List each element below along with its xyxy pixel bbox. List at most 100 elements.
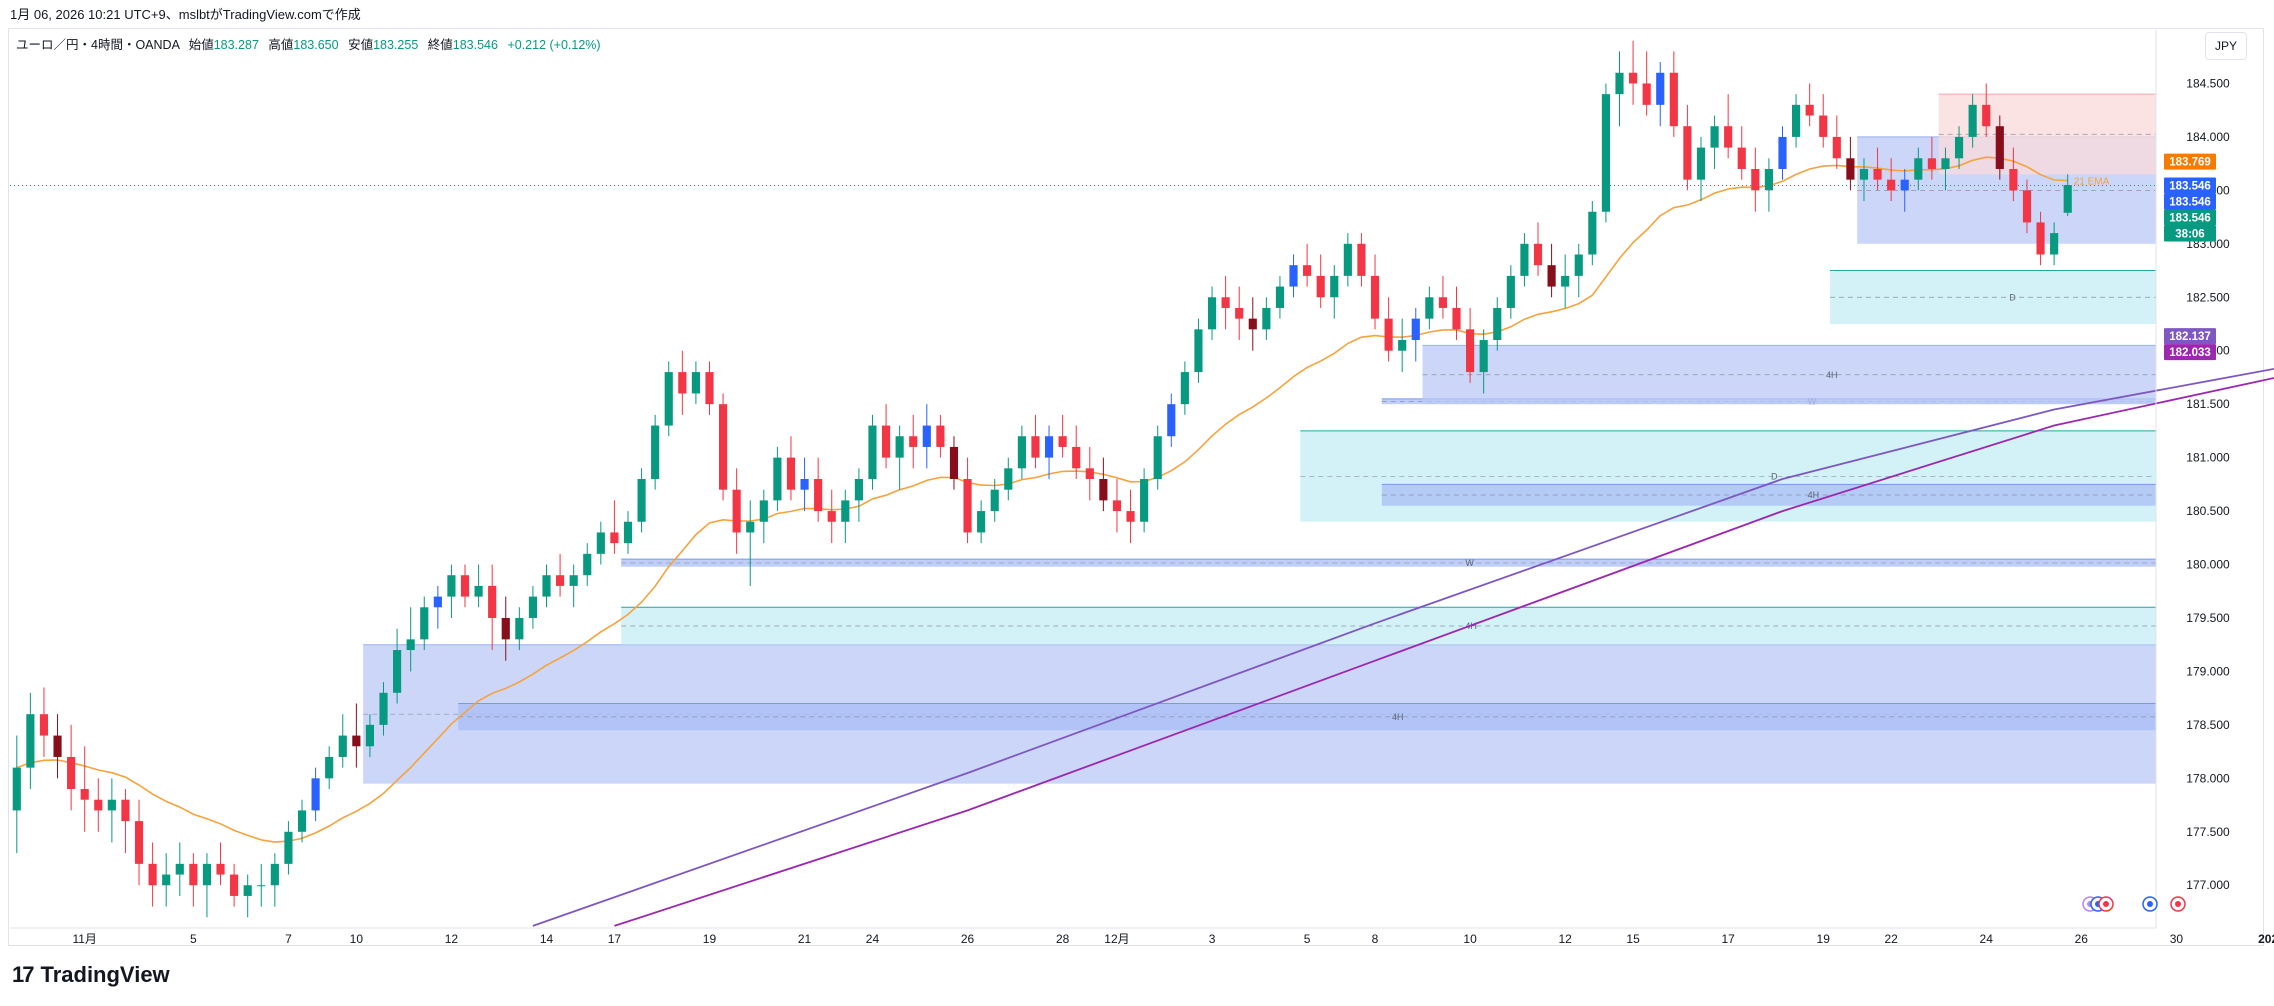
candle-body bbox=[1778, 136, 1787, 169]
price-tag bbox=[2164, 328, 2216, 345]
candle-body bbox=[379, 692, 388, 725]
candle-body bbox=[610, 532, 619, 544]
candle-body bbox=[664, 372, 673, 426]
candle-body bbox=[1601, 94, 1610, 212]
price-tag-label: 182.033 bbox=[2169, 347, 2211, 359]
candle-body bbox=[230, 874, 239, 896]
candle-body bbox=[1303, 265, 1312, 276]
candle-body bbox=[1954, 136, 1964, 159]
candle-body bbox=[949, 446, 959, 479]
price-tag bbox=[2164, 225, 2216, 242]
candle-body bbox=[1927, 158, 1936, 169]
candle-body bbox=[1982, 104, 1991, 127]
candle-body bbox=[623, 521, 633, 544]
tradingview-logo-icon: 17 bbox=[12, 962, 35, 987]
candle-body bbox=[1207, 297, 1217, 330]
x-tick-label: 22 bbox=[1884, 932, 1898, 946]
candle-body bbox=[2036, 222, 2045, 255]
candle-body bbox=[1683, 126, 1692, 180]
candle-body bbox=[705, 372, 714, 405]
candle-body bbox=[1846, 158, 1855, 180]
candle-body bbox=[1832, 136, 1841, 159]
y-tick-label: 184.000 bbox=[2186, 130, 2230, 144]
low-value: 183.255 bbox=[373, 38, 419, 52]
candle-body bbox=[1479, 340, 1488, 373]
candle-body bbox=[365, 724, 375, 747]
price-tag bbox=[2164, 193, 2216, 210]
low-label: 安値 bbox=[348, 38, 374, 52]
candle-body bbox=[1452, 307, 1461, 330]
event-icon-dot bbox=[2103, 901, 2109, 907]
candle-body bbox=[107, 799, 116, 811]
candle-body bbox=[1724, 126, 1733, 148]
candle-body bbox=[1805, 104, 1814, 116]
candle-body bbox=[1072, 446, 1081, 469]
candle-body bbox=[216, 863, 225, 875]
candle-body bbox=[311, 778, 320, 811]
candle-body bbox=[1493, 307, 1502, 341]
x-tick-label: 17 bbox=[1721, 932, 1735, 946]
candle-body bbox=[1140, 479, 1149, 522]
candle-body bbox=[1017, 436, 1026, 469]
zone-blue bbox=[1422, 345, 2156, 405]
candle-body bbox=[2050, 233, 2059, 255]
candle-body bbox=[433, 596, 442, 608]
zone-label: 4H bbox=[1808, 490, 1820, 500]
candle-body bbox=[1235, 307, 1244, 319]
candle-body bbox=[786, 457, 796, 490]
open-value: 183.287 bbox=[213, 38, 259, 52]
candle-body bbox=[1167, 404, 1176, 437]
tradingview-brand[interactable]: 17 TradingView bbox=[12, 962, 170, 988]
candle-body bbox=[1004, 468, 1013, 490]
x-tick-label: 17 bbox=[608, 932, 622, 946]
candle-body bbox=[447, 575, 456, 597]
candle-body bbox=[2022, 190, 2032, 223]
candle-body bbox=[406, 639, 415, 651]
candle-body bbox=[868, 425, 877, 479]
candle-body bbox=[1629, 72, 1638, 84]
candle-body bbox=[1044, 436, 1054, 458]
y-tick-label: 179.000 bbox=[2186, 664, 2230, 678]
candle-body bbox=[1085, 468, 1094, 479]
candle-body bbox=[1466, 329, 1475, 373]
candle-body bbox=[746, 521, 755, 533]
x-tick-label: 24 bbox=[866, 932, 880, 946]
symbol-title[interactable]: ユーロ／円・4時間・OANDA bbox=[16, 38, 180, 52]
candle-body bbox=[1289, 265, 1298, 287]
candle-body bbox=[1547, 265, 1556, 287]
candle-body bbox=[841, 500, 850, 522]
candle-body bbox=[53, 735, 62, 757]
candle-body bbox=[2009, 168, 2018, 191]
price-tag bbox=[2164, 344, 2216, 361]
candle-body bbox=[352, 735, 361, 747]
candle-body bbox=[1533, 243, 1543, 266]
candle-body bbox=[474, 585, 483, 597]
ema-200-line bbox=[532, 367, 2274, 927]
x-tick-label: 5 bbox=[1304, 932, 1311, 946]
currency-button[interactable]: JPY bbox=[2205, 32, 2247, 60]
candle-body bbox=[12, 767, 21, 811]
zone-label: W bbox=[1465, 558, 1474, 568]
candle-body bbox=[202, 863, 212, 886]
x-tick-label: 10 bbox=[1463, 932, 1477, 946]
candle-body bbox=[1941, 158, 1950, 169]
candle-body bbox=[80, 789, 89, 800]
candle-body bbox=[1153, 436, 1162, 479]
candle-body bbox=[909, 436, 918, 447]
candle-body bbox=[1031, 436, 1040, 458]
x-tick-label: 15 bbox=[1626, 932, 1640, 946]
event-icon-dot bbox=[2175, 901, 2181, 907]
candle-body bbox=[1506, 275, 1515, 308]
high-label: 高値 bbox=[268, 38, 294, 52]
candle-body bbox=[420, 607, 429, 640]
candle-body bbox=[162, 874, 171, 886]
candle-body bbox=[637, 479, 646, 522]
candle-body bbox=[1561, 275, 1570, 287]
zones-layer: 4H4HWD4HW4HD bbox=[363, 93, 2156, 784]
candle-body bbox=[1710, 126, 1719, 148]
candle-body bbox=[393, 650, 402, 693]
price-tag-label: 183.769 bbox=[2169, 157, 2211, 169]
y-tick-label: 177.000 bbox=[2186, 878, 2230, 892]
candle-body bbox=[1112, 500, 1122, 512]
